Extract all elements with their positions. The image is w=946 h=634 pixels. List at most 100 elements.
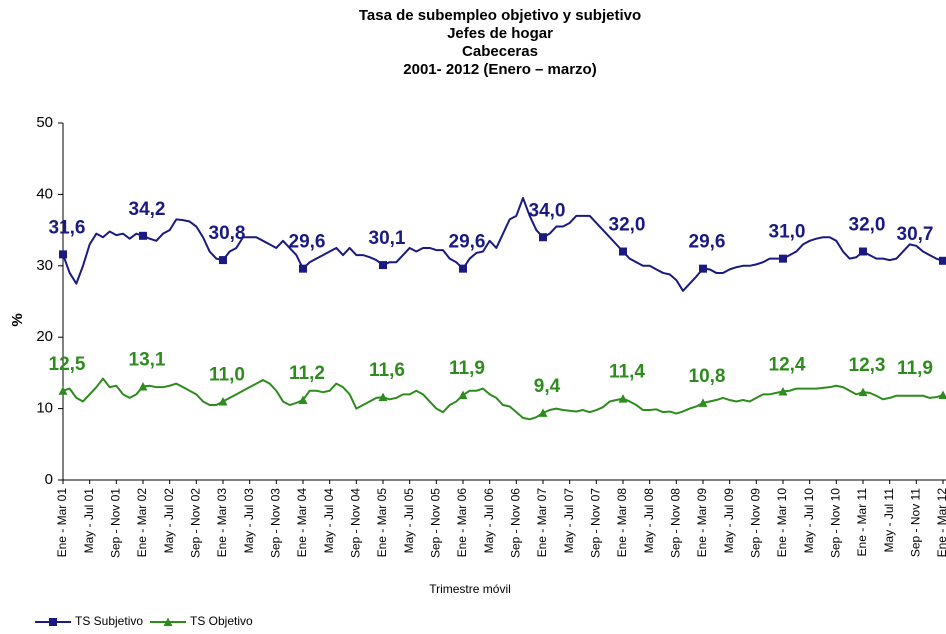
data-label: 31,6 (49, 217, 86, 238)
chart-title: 2001- 2012 (Enero – marzo) (403, 61, 596, 78)
x-tick-label: Sep - Nov 02 (189, 488, 203, 558)
chart-title: Jefes de hogar (447, 25, 553, 42)
marker (218, 396, 228, 406)
y-axis-label: % (9, 313, 26, 326)
data-label: 29,6 (689, 232, 726, 253)
marker (618, 394, 628, 403)
marker (298, 395, 308, 405)
x-tick-label: Sep - Nov 05 (429, 488, 443, 558)
x-tick-label: Ene - Mar 04 (295, 488, 309, 558)
x-tick-label: May - Jul 11 (882, 488, 896, 553)
marker (698, 398, 708, 407)
x-tick-label: Ene - Mar 03 (215, 488, 229, 558)
marker (459, 264, 467, 273)
x-tick-label: Sep - Nov 10 (829, 488, 843, 558)
marker (858, 387, 868, 397)
marker (939, 256, 946, 265)
y-tick-label: 50 (36, 114, 53, 131)
data-label: 34,0 (529, 200, 566, 221)
data-label: 11,0 (209, 364, 245, 385)
marker (139, 231, 147, 240)
marker (699, 264, 707, 273)
data-label: 32,0 (849, 215, 886, 236)
x-tick-label: May - Jul 03 (242, 488, 256, 554)
legend-label: TS Objetivo (190, 614, 253, 628)
x-tick-label: Ene - Mar 01 (55, 488, 69, 558)
x-tick-label: Sep - Nov 11 (909, 488, 923, 557)
x-tick-label: May - Jul 06 (482, 488, 496, 554)
data-label: 13,1 (129, 349, 166, 370)
x-tick-label: May - Jul 08 (642, 488, 656, 554)
x-tick-label: Sep - Nov 08 (669, 488, 683, 558)
data-label: 29,6 (449, 232, 486, 253)
x-tick-label: Sep - Nov 03 (269, 488, 283, 558)
y-tick-label: 20 (36, 328, 53, 345)
y-tick-label: 30 (36, 257, 53, 274)
x-tick-label: Sep - Nov 04 (349, 488, 363, 558)
data-label: 11,4 (609, 362, 645, 383)
y-tick-label: 0 (45, 471, 53, 488)
chart-title: Tasa de subempleo objetivo y subjetivo (359, 7, 641, 24)
data-label: 12,3 (849, 355, 886, 376)
data-label: 12,4 (769, 354, 806, 375)
x-tick-label: May - Jul 10 (802, 488, 816, 554)
x-tick-label: Sep - Nov 01 (109, 488, 123, 558)
x-tick-label: Ene - Mar 05 (375, 488, 389, 558)
marker (299, 264, 307, 273)
x-tick-label: Sep - Nov 09 (749, 488, 763, 558)
data-label: 9,4 (534, 376, 561, 397)
data-label: 11,2 (289, 363, 325, 384)
data-label: 29,6 (289, 232, 326, 253)
data-label: 31,0 (769, 222, 806, 243)
y-tick-label: 10 (36, 400, 53, 417)
legend-label: TS Subjetivo (75, 614, 143, 628)
marker (138, 381, 148, 391)
data-label: 11,9 (897, 358, 933, 379)
marker (619, 247, 627, 256)
marker (458, 390, 468, 400)
marker (219, 256, 227, 265)
marker (938, 390, 946, 400)
data-label: 32,0 (609, 215, 646, 236)
x-tick-label: May - Jul 07 (562, 488, 576, 554)
x-tick-label: Ene - Mar 10 (775, 488, 789, 558)
chart-title: Cabeceras (462, 43, 538, 60)
x-axis-label: Trimestre móvil (429, 582, 511, 596)
data-label: 11,9 (449, 358, 485, 379)
x-tick-label: May - Jul 09 (722, 488, 736, 554)
x-tick-label: Ene - Mar 06 (455, 488, 469, 558)
marker (58, 386, 68, 395)
data-label: 10,8 (689, 366, 726, 387)
x-tick-label: Ene - Mar 11 (855, 488, 869, 557)
x-tick-label: May - Jul 01 (82, 488, 96, 554)
x-tick-label: Ene - Mar 12 (935, 488, 946, 558)
marker (539, 233, 547, 242)
marker (378, 392, 388, 402)
x-tick-label: Ene - Mar 07 (535, 488, 549, 558)
data-label: 30,1 (369, 228, 406, 249)
marker (538, 408, 548, 417)
x-tick-label: Ene - Mar 02 (135, 488, 149, 558)
marker (859, 247, 867, 256)
marker (163, 617, 173, 626)
data-label: 30,7 (897, 224, 934, 245)
y-tick-label: 40 (36, 185, 53, 202)
data-label: 34,2 (129, 199, 166, 220)
x-tick-label: Ene - Mar 09 (695, 488, 709, 558)
marker (49, 618, 57, 626)
marker (778, 386, 788, 396)
x-tick-label: Sep - Nov 06 (509, 488, 523, 558)
x-tick-label: May - Jul 04 (322, 488, 336, 554)
line (62, 377, 944, 421)
data-label: 11,6 (369, 360, 405, 381)
marker (379, 261, 387, 270)
line (62, 196, 944, 292)
x-tick-label: Ene - Mar 08 (615, 488, 629, 558)
data-label: 12,5 (49, 354, 86, 375)
data-label: 30,8 (209, 223, 246, 244)
marker (779, 254, 787, 263)
marker (59, 250, 67, 259)
x-tick-label: May - Jul 02 (162, 488, 176, 554)
x-tick-label: May - Jul 05 (402, 488, 416, 554)
